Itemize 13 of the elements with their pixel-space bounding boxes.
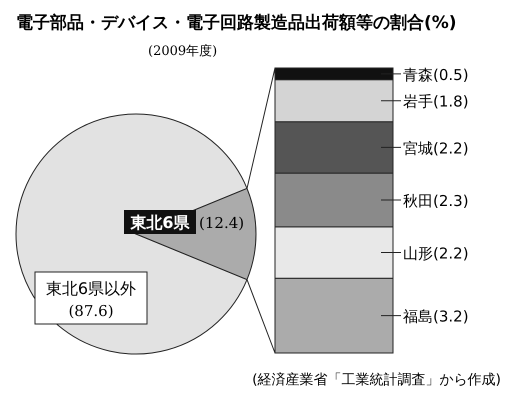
chart-subtitle: (2009年度)	[148, 43, 218, 59]
chart-title: 電子部品・デバイス・電子回路製造品出荷額等の割合(%)	[16, 13, 457, 33]
data-label: 岩手(1.8)	[403, 92, 469, 111]
text: (経済産業省「工業統計調査」から作成)	[252, 372, 501, 388]
slice-label: 東北6県	[129, 213, 191, 232]
data-label: 秋田(2.3)	[403, 192, 469, 210]
data-label: 宮城(2.2)	[403, 139, 469, 158]
data-label: (12.4)	[199, 214, 244, 232]
data-label: 福島(3.2)	[403, 308, 469, 326]
data-label: 青森(0.5)	[403, 66, 469, 84]
data-label: 山形(2.2)	[403, 244, 469, 263]
data-label: (87.6)	[68, 302, 114, 320]
slice-label: 東北6県以外	[46, 279, 136, 298]
